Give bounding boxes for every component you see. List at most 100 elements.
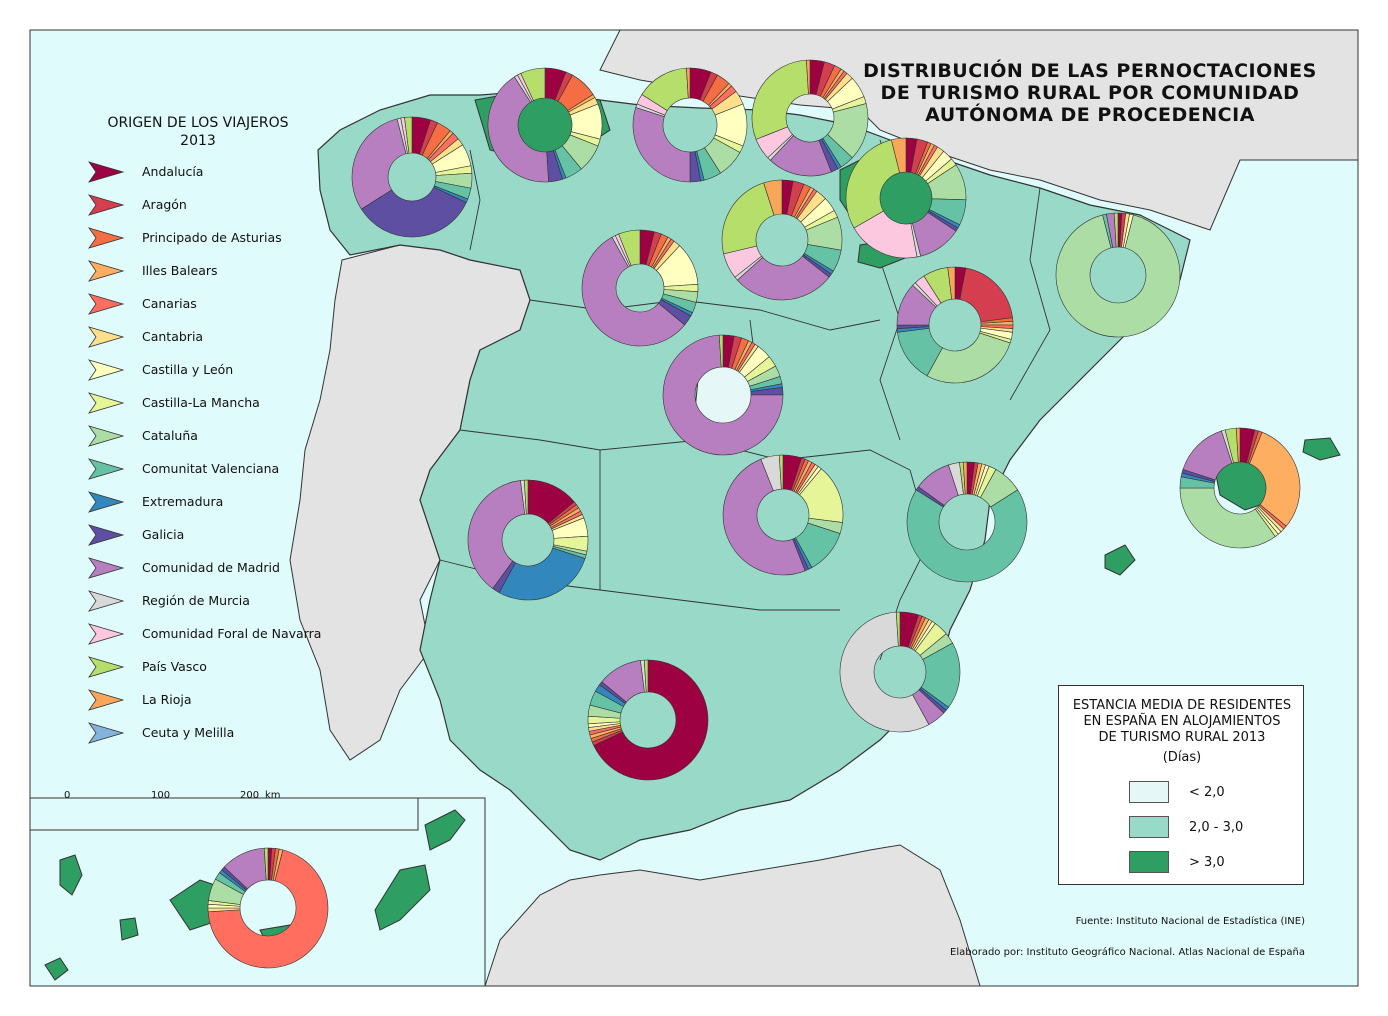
title-line: AUTÓNOMA DE PROCEDENCIA [925,104,1255,126]
donut-segment [263,847,269,881]
legend-item-label: Castilla y León [142,362,234,377]
legend-swatch [88,193,124,216]
stay-class-mid: 2,0 - 3,0 [1129,816,1243,838]
legend-item: Canarias [88,287,321,320]
donut-chart [722,454,844,576]
donut-chart [906,461,1028,583]
stay-class-label: > 3,0 [1189,854,1225,870]
stay-legend-unit: (Días) [1162,750,1202,765]
legend-item: Comunitat Valenciana [88,452,321,485]
legend-item-label: La Rioja [142,692,192,707]
donut-segment [926,332,1011,384]
donut-chart [721,179,843,301]
legend-item: Cantabria [88,320,321,353]
canary-frame-step [30,797,485,831]
donut-segment [806,59,811,95]
legend-item: Comunidad Foral de Navarra [88,617,321,650]
legend-item: Aragón [88,188,321,221]
legend-swatch [88,688,124,711]
donut-chart [1179,427,1301,549]
map-title: DISTRIBUCIÓN DE LAS PERNOCTACIONES DE TU… [840,60,1340,126]
legend-item: Castilla-La Mancha [88,386,321,419]
legend-item: Ceuta y Melilla [88,716,321,749]
legend-item: País Vasco [88,650,321,683]
legend-item-label: Comunidad Foral de Navarra [142,626,322,641]
credit-note: Elaborado por: Instituto Geográfico Naci… [950,947,1305,958]
legend-item: Comunidad de Madrid [88,551,321,584]
legend-item-label: Andalucía [142,164,204,179]
ibiza [1104,544,1136,576]
donut-segment [947,266,956,300]
donut-segment [643,659,649,693]
donut-segment [1249,431,1301,527]
legend-swatch [88,160,124,183]
legend-swatch [88,391,124,414]
legend-item: Castilla y León [88,353,321,386]
legend-item-label: Ceuta y Melilla [142,725,235,740]
legend-item-label: Canarias [142,296,197,311]
donut-segment [751,59,809,140]
origin-legend-year: 2013 [180,133,216,149]
legend-item-label: Galicia [142,527,185,542]
donut-chart [207,847,329,969]
scale-label-200: 200 [240,790,260,801]
title-line: DE TURISMO RURAL POR COMUNIDAD [880,82,1300,104]
legend-item: Andalucía [88,155,321,188]
donut-segment [520,67,546,101]
donut-segment [839,611,930,733]
donut-segment [632,107,691,183]
donut-segment [686,67,691,99]
legend-swatch [88,556,124,579]
donut-segment [581,236,686,347]
donut-segment [778,454,784,490]
legend-swatch [88,259,124,282]
donut-segment [1235,427,1241,463]
legend-item-label: País Vasco [142,659,207,674]
legend-item: Región de Murcia [88,584,321,617]
legend-swatch [88,622,124,645]
donut-segment [1113,212,1119,248]
legend-swatch [88,457,124,480]
donut-chart [467,479,589,601]
donut-segment [1179,487,1276,549]
stay-legend-title-line: EN ESPAÑA EN ALOJAMIENTOS [1083,714,1281,729]
donut-segment [718,334,724,368]
donut-segment [467,480,526,589]
scale-label-100: 100 [151,790,171,801]
donut-segment [763,179,783,216]
stay-class-high: > 3,0 [1129,851,1225,873]
donut-segment [360,186,467,238]
donut-chart-layer [207,59,1301,969]
legend-item: Extremadura [88,485,321,518]
stay-legend: ESTANCIA MEDIA DE RESIDENTES EN ESPAÑA E… [1058,685,1304,885]
origin-legend: Andalucía Aragón Principado de Asturias Ill… [88,155,321,749]
legend-item-label: Illes Balears [142,263,218,278]
legend-item: Illes Balears [88,254,321,287]
origin-legend-title: ORIGEN DE LOS VIAJEROS 2013 [88,114,308,150]
legend-item: Principado de Asturias [88,221,321,254]
legend-swatch [88,424,124,447]
legend-item-label: Aragón [142,197,187,212]
donut-segment [351,118,407,210]
donut-chart [662,334,784,456]
legend-item-label: Cataluña [142,428,198,443]
legend-swatch [88,292,124,315]
africa [484,844,981,987]
donut-chart [351,116,473,238]
donut-segment [906,489,1028,583]
donut-segment [962,461,968,495]
donut-chart [896,266,1014,384]
donut-chart [487,67,603,183]
donut-chart [581,229,699,347]
donut-segment [845,139,901,229]
legend-swatch [88,589,124,612]
donut-segment [498,547,586,601]
donut-segment [736,255,830,301]
donut-chart [1055,212,1181,338]
donut-segment [593,659,709,781]
donut-chart [632,67,748,183]
legend-item-label: Comunidad de Madrid [142,560,280,575]
menorca [1302,437,1341,461]
stay-legend-title: ESTANCIA MEDIA DE RESIDENTES EN ESPAÑA E… [1059,698,1305,746]
